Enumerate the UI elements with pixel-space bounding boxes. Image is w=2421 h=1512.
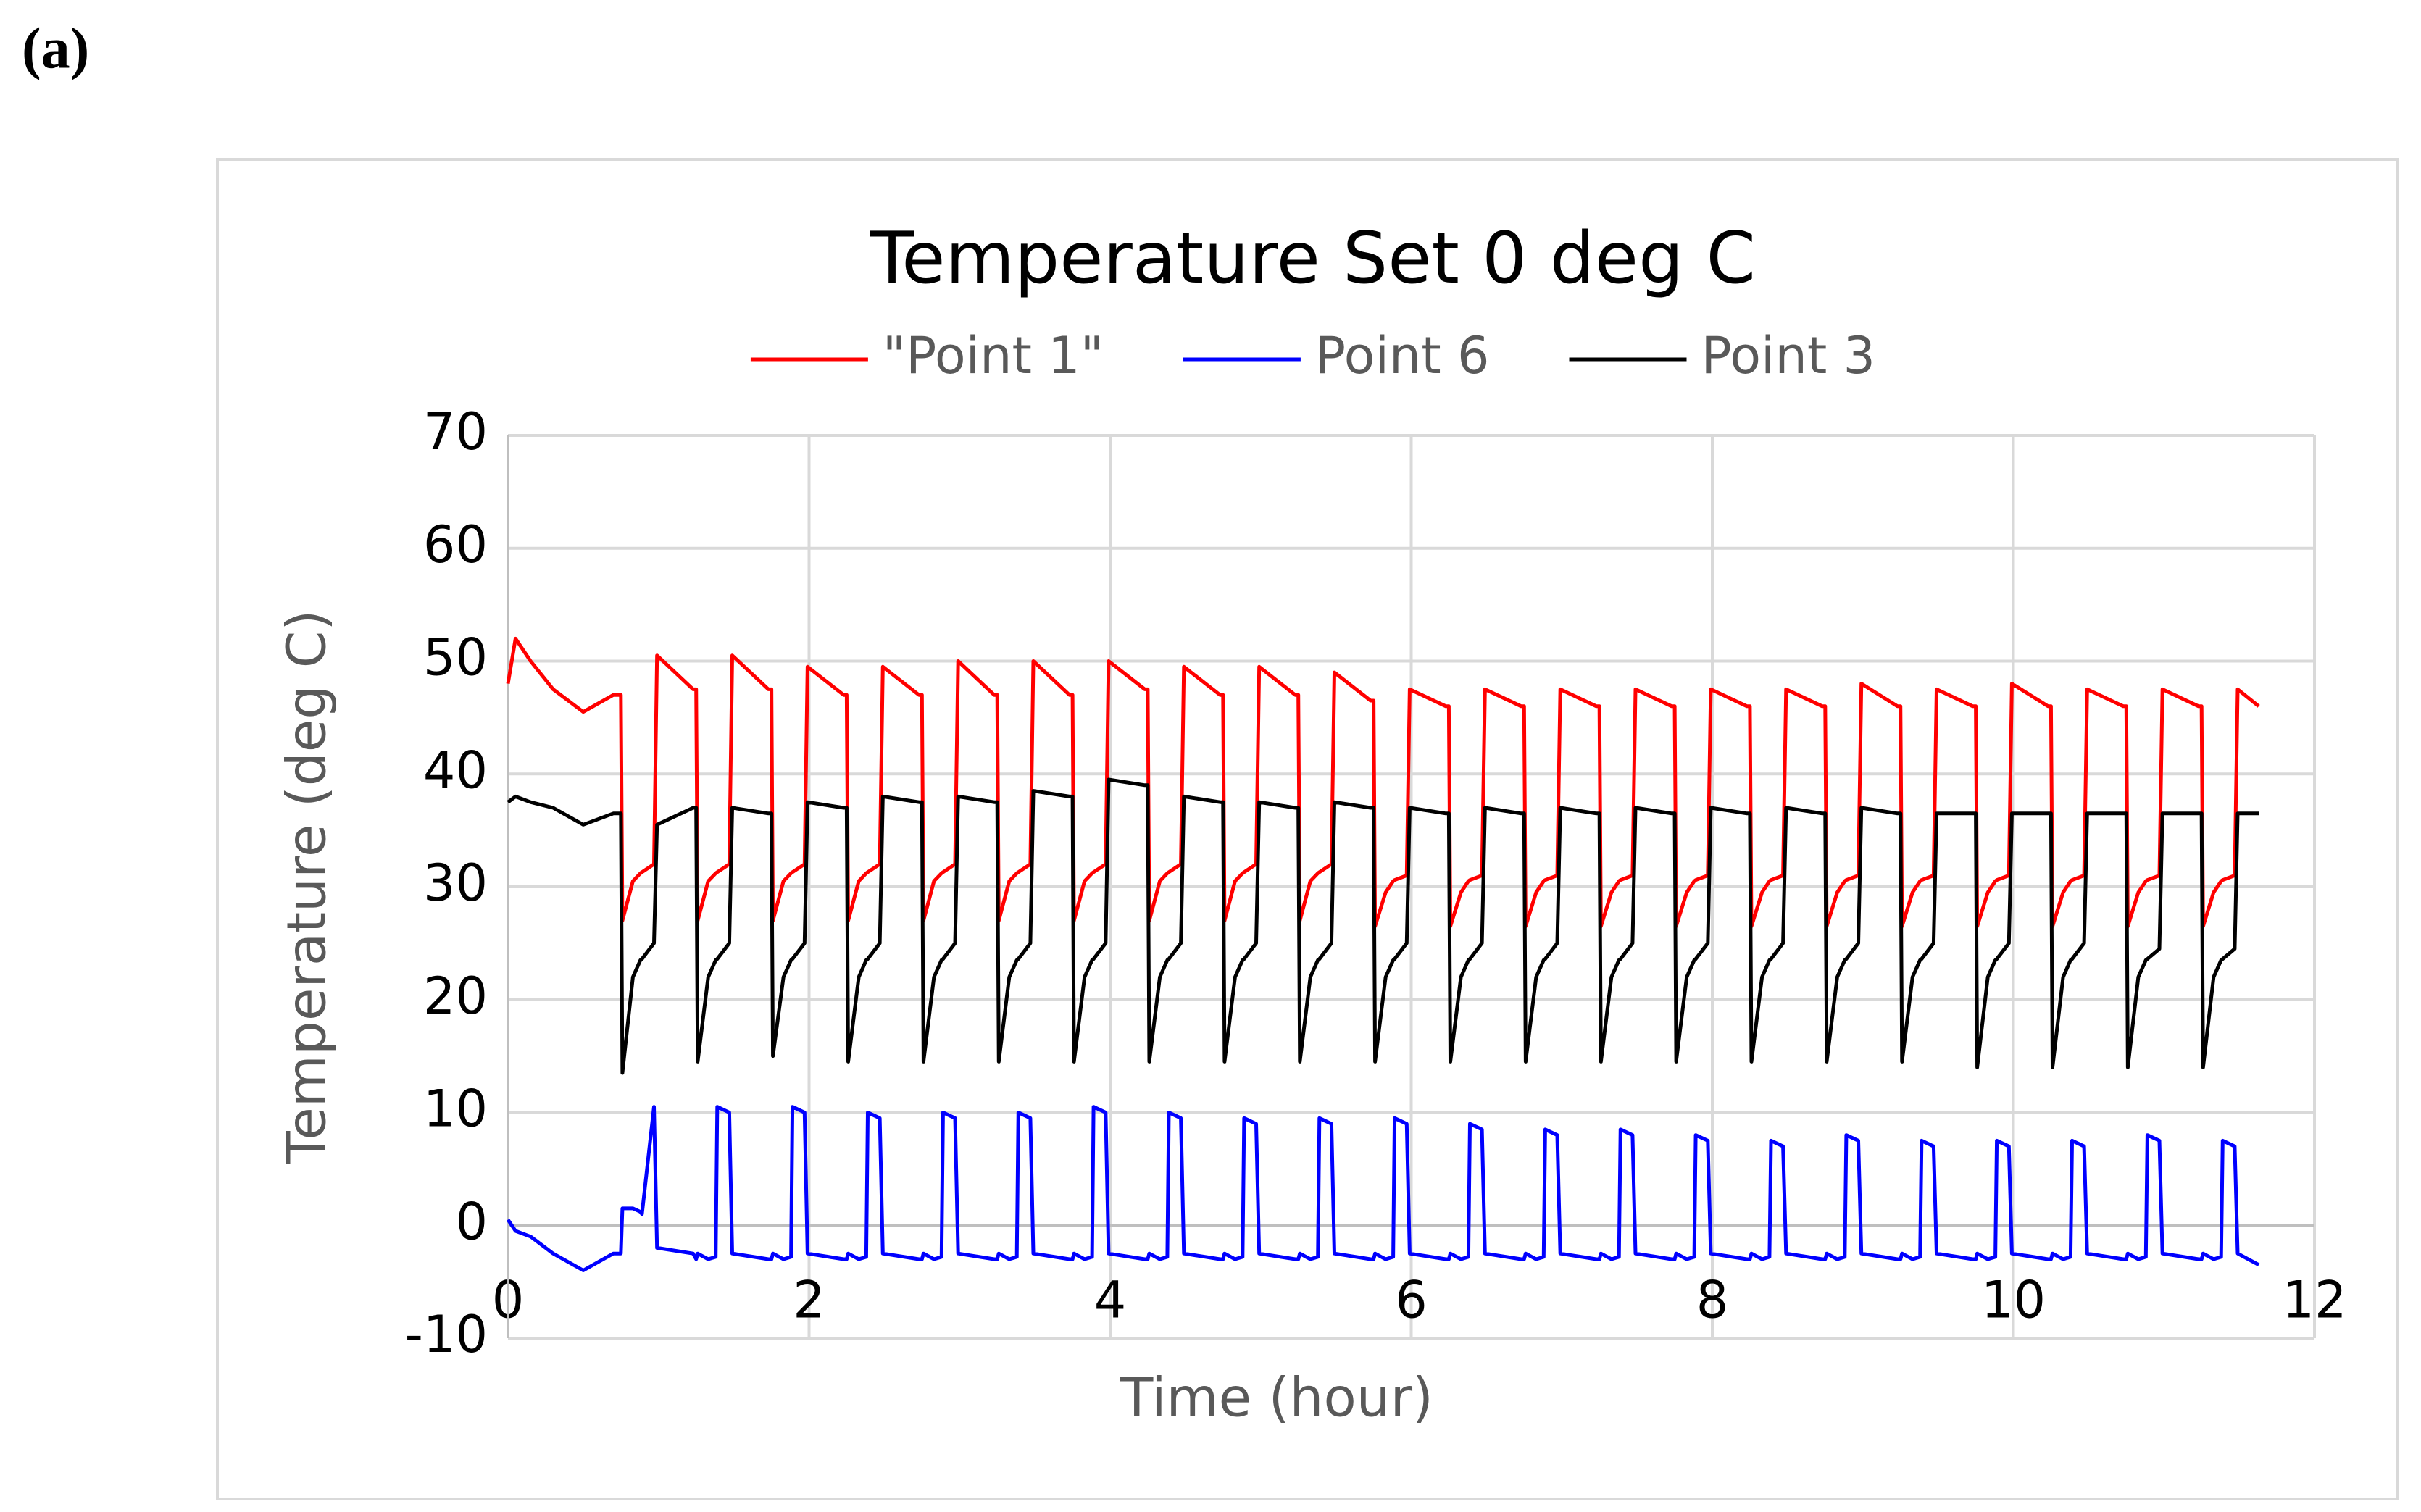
legend-text: Point 6 <box>1315 326 1490 385</box>
data-line <box>507 777 2259 1075</box>
legend-text: Point 3 <box>1701 326 1876 385</box>
x-tick-label: 10 <box>1981 1270 2046 1329</box>
y-tick-label: -10 <box>405 1305 488 1364</box>
x-tick-label: 6 <box>1395 1270 1428 1329</box>
y-tick-label: 10 <box>423 1079 488 1139</box>
y-tick-label: 70 <box>423 402 488 461</box>
legend: "Point 1" Point 6 Point 3 <box>750 326 1876 385</box>
y-tick-label: 50 <box>423 628 488 688</box>
x-tick-label: 8 <box>1696 1270 1729 1329</box>
chart-title: Temperature Set 0 deg C <box>870 217 1756 300</box>
y-axis-title: Temperature (deg C) <box>276 610 338 1165</box>
x-tick-label: 12 <box>2282 1270 2346 1329</box>
legend-text: "Point 1" <box>883 326 1104 385</box>
y-tick-label: 40 <box>423 740 488 800</box>
y-tick-label: 0 <box>455 1192 488 1251</box>
x-tick-label: 4 <box>1094 1270 1127 1329</box>
panel-label: (a) <box>22 17 89 80</box>
chart-frame <box>216 158 2399 1500</box>
data-line <box>506 1105 2260 1272</box>
y-tick-label: 20 <box>423 966 488 1026</box>
x-tick-label: 2 <box>793 1270 825 1329</box>
y-tick-label: 30 <box>423 853 488 913</box>
y-tick-label: 60 <box>423 515 488 575</box>
x-axis-title: Time (hour) <box>1120 1367 1433 1429</box>
